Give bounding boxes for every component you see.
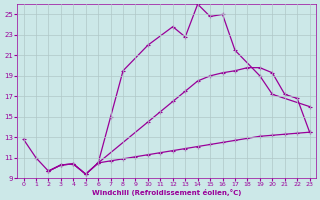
X-axis label: Windchill (Refroidissement éolien,°C): Windchill (Refroidissement éolien,°C): [92, 189, 241, 196]
